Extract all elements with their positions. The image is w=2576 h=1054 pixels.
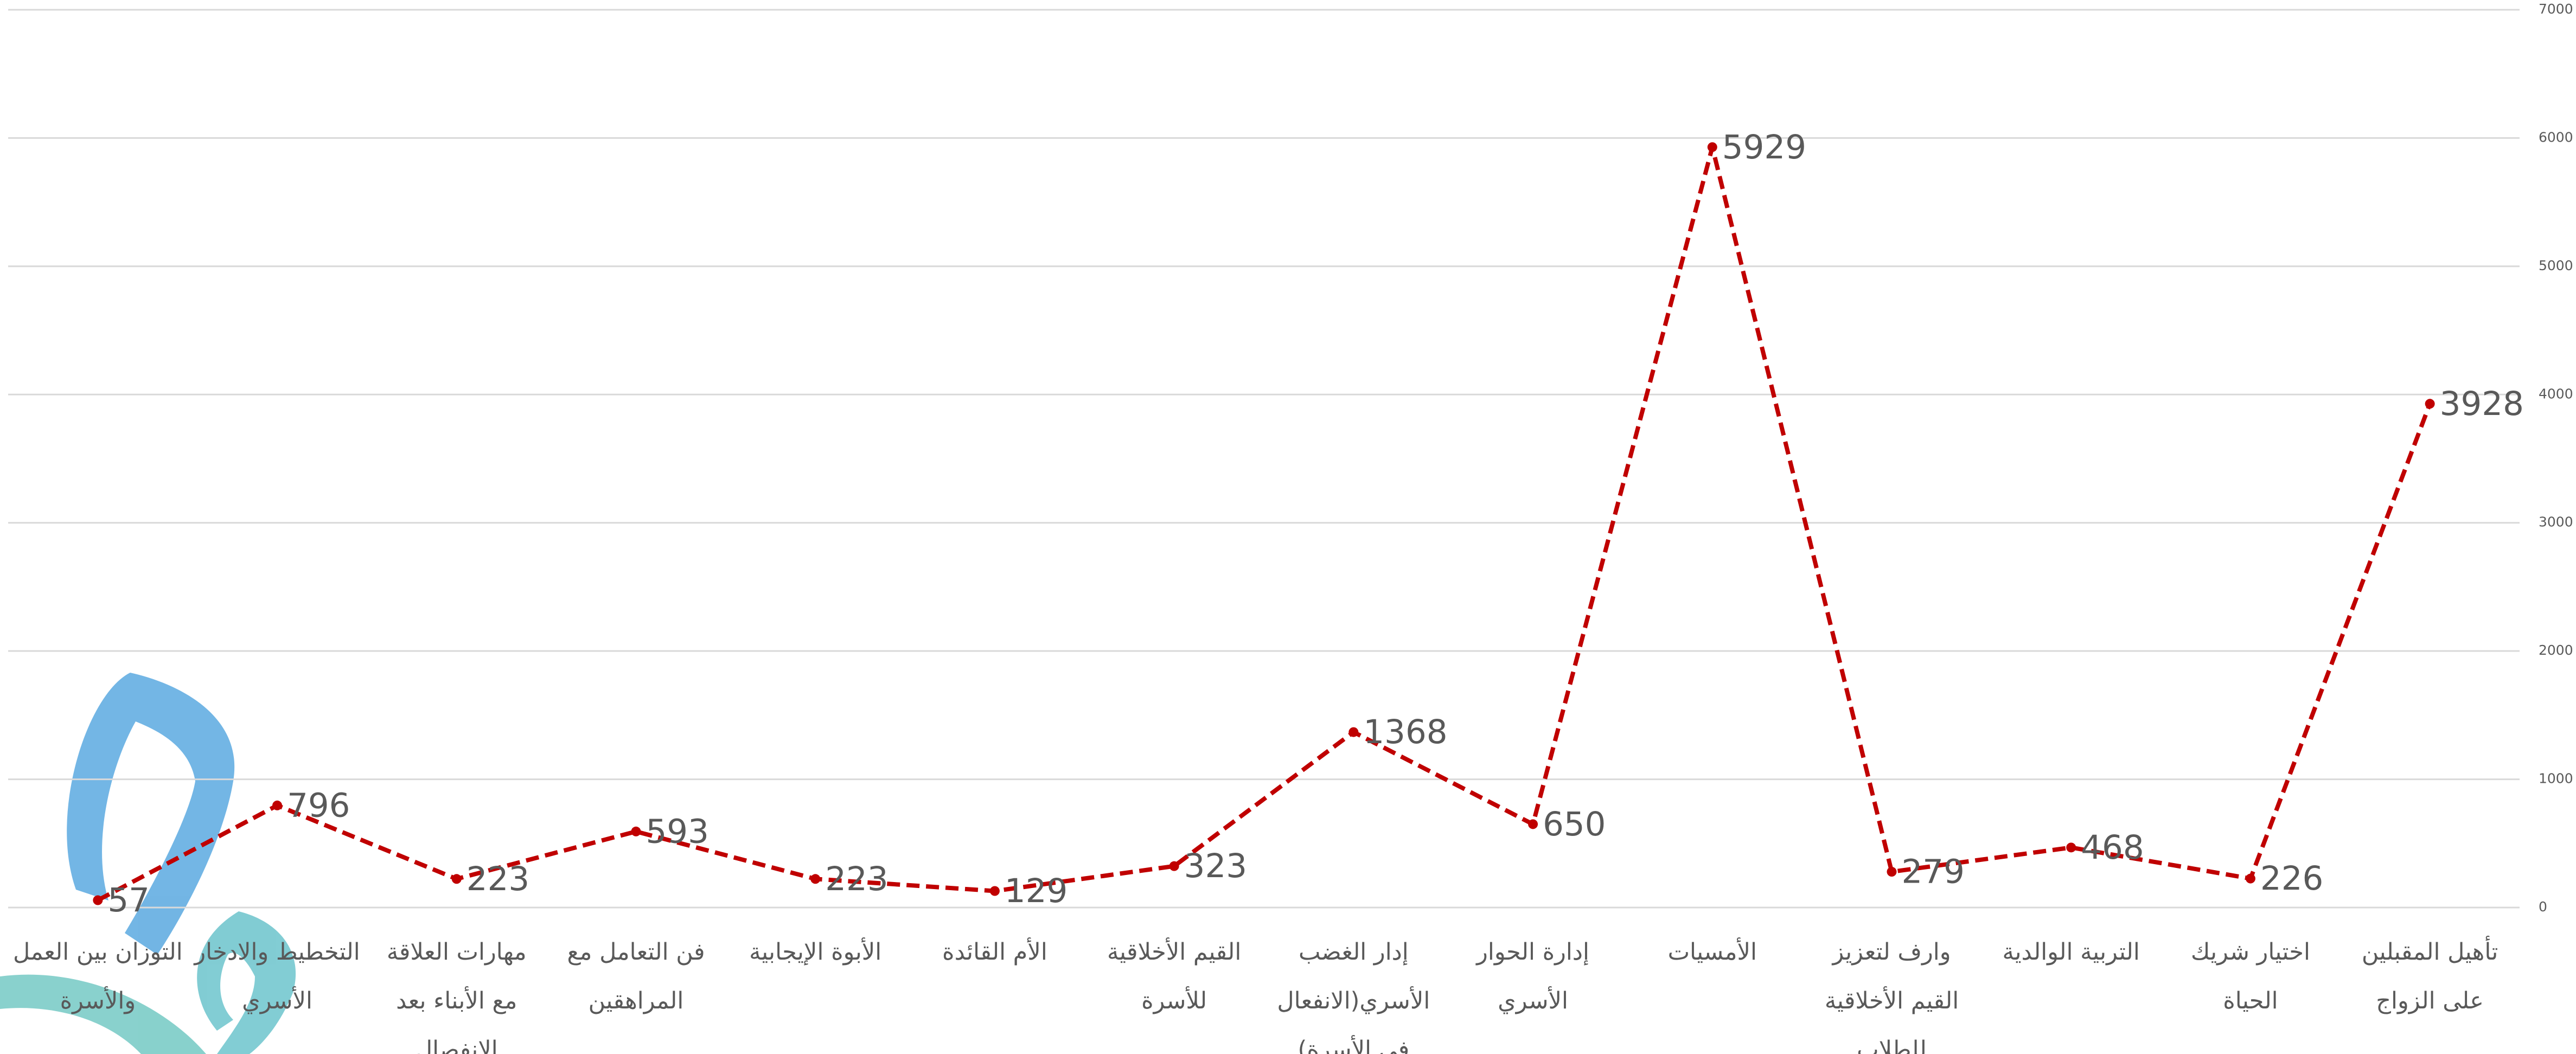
- marker: [631, 826, 641, 836]
- data-label: 5929: [1722, 128, 1806, 167]
- marker: [1348, 727, 1359, 737]
- x-tick-label: فن التعامل مع المراهقين: [567, 938, 705, 1014]
- x-tick-label: تأهيل المقبلين على الزواج: [2361, 938, 2498, 1014]
- marker: [2245, 873, 2255, 884]
- x-tick-label: مهارات العلاقة مع الأبناء بعد الانفصال: [386, 938, 527, 1054]
- y-tick-label: 6000: [2539, 129, 2573, 145]
- marker: [272, 800, 283, 810]
- y-tick-label: 0: [2539, 899, 2547, 915]
- x-tick-label: التربية الوالدية: [2002, 938, 2140, 966]
- y-tick-label: 7000: [2539, 1, 2573, 17]
- marker: [2066, 842, 2076, 853]
- marker: [1707, 142, 1717, 152]
- x-tick-label: إدارة الحوار الأسري: [1476, 938, 1589, 1014]
- data-label: 3928: [2440, 385, 2524, 423]
- x-tick-label: الأمسيات: [1667, 938, 1757, 966]
- marker: [989, 886, 1000, 896]
- data-label: 57: [107, 881, 150, 919]
- data-label: 279: [1902, 853, 1965, 891]
- data-label: 223: [825, 860, 888, 898]
- x-tick-label: وارف لتعزيز القيم الأخلاقية للطلاب: [1824, 938, 1959, 1054]
- x-tick-label: التخطيط والادخار الأسري: [194, 938, 360, 1014]
- data-label: 223: [466, 860, 529, 898]
- data-label: 129: [1005, 872, 1068, 910]
- data-label: 226: [2260, 859, 2323, 898]
- x-tick-label: التوزان بين العمل والأسرة: [12, 938, 183, 1014]
- marker: [1887, 867, 1897, 877]
- x-tick-label: إدار الغضب الأسري(الانفعال في الأسرة): [1277, 938, 1430, 1054]
- marker: [451, 874, 462, 884]
- y-tick-label: 2000: [2539, 642, 2573, 658]
- data-label: 468: [2081, 828, 2144, 867]
- marker: [1528, 819, 1538, 829]
- data-label: 593: [646, 812, 709, 851]
- marker: [1169, 861, 1179, 871]
- data-label: 323: [1184, 847, 1247, 885]
- x-tick-label: اختيار شريك الحياة: [2190, 938, 2310, 1014]
- marker: [93, 895, 103, 905]
- y-tick-label: 1000: [2539, 771, 2573, 787]
- y-tick-label: 4000: [2539, 386, 2573, 401]
- x-tick-label: القيم الأخلاقية للأسرة: [1107, 938, 1242, 1014]
- x-tick-label: الأم القائدة: [942, 938, 1047, 966]
- x-tick-label: الأبوة الإيجابية: [749, 938, 882, 966]
- y-tick-label: 5000: [2539, 258, 2573, 273]
- data-label: 1368: [1363, 713, 1447, 751]
- marker: [2425, 399, 2435, 409]
- data-label: 650: [1543, 805, 1606, 844]
- data-label: 796: [287, 786, 350, 825]
- line: [97, 146, 2432, 903]
- marker: [810, 874, 821, 884]
- logo: [0, 673, 296, 1054]
- y-tick-label: 3000: [2539, 514, 2573, 530]
